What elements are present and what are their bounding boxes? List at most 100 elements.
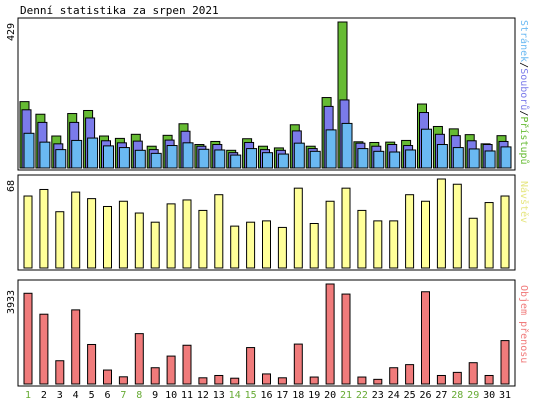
bar-objem-17	[277, 377, 287, 385]
bar-navstev-30	[484, 202, 494, 269]
bar-objem-8	[134, 333, 144, 385]
bar-objem-19	[309, 376, 319, 385]
bar-stranek-13	[214, 149, 226, 169]
x-tick-label-18: 18	[292, 390, 304, 401]
bar-objem-12	[198, 377, 208, 385]
bar-stranek-11	[182, 142, 194, 169]
bar-stranek-5	[87, 137, 99, 169]
legend-pristupu: Přístupů	[518, 116, 529, 165]
bar-objem-24	[389, 367, 399, 385]
bar-navstev-11	[182, 199, 192, 269]
x-tick-label-25: 25	[404, 390, 416, 401]
bar-navstev-16	[262, 220, 271, 269]
bar-stranek-4	[71, 139, 83, 169]
bar-stranek-31	[500, 146, 512, 169]
x-tick-label-26: 26	[419, 390, 431, 401]
chart-title: Denní statistika za srpen 2021	[20, 4, 219, 17]
bar-navstev-7	[118, 200, 128, 269]
bar-objem-29	[468, 362, 478, 385]
bar-objem-30	[484, 374, 494, 385]
bar-objem-15	[246, 347, 256, 385]
x-tick-label-11: 11	[181, 390, 193, 401]
x-axis-labels: 1 2 3 4 5 6 7 8 9 10 11 12 13 14 15 16 17 18 19 20 21 22 23 24 2…	[25, 390, 511, 401]
bar-objem-11	[182, 344, 192, 385]
x-tick-label-1: 1	[25, 390, 31, 401]
bar-navstev-5	[87, 198, 97, 269]
x-tick-label-15: 15	[245, 390, 257, 401]
x-tick-label-24: 24	[388, 390, 400, 401]
bar-navstev-24	[389, 220, 399, 269]
x-tick-label-6: 6	[104, 390, 110, 401]
legend-souboru: Souborů	[518, 68, 529, 111]
bar-objem-5	[87, 343, 97, 385]
x-tick-label-3: 3	[57, 390, 63, 401]
x-tick-label-22: 22	[356, 390, 368, 401]
bar-objem-31	[500, 340, 510, 385]
bar-stranek-12	[198, 148, 210, 169]
bar-navstev-18	[293, 187, 303, 269]
bar-navstev-19	[309, 223, 319, 269]
bar-stranek-17	[277, 153, 289, 169]
legend-objem: Objem přenosu	[518, 285, 529, 364]
bar-stranek-14	[230, 154, 242, 169]
bar-navstev-2	[39, 188, 49, 269]
bar-objem-1	[23, 292, 33, 385]
bar-stranek-26	[421, 128, 432, 169]
x-tick-label-13: 13	[213, 390, 225, 401]
x-tick-label-14: 14	[229, 390, 241, 401]
x-tick-label-8: 8	[136, 390, 142, 401]
bar-navstev-10	[166, 203, 176, 269]
bar-stranek-30	[484, 150, 496, 169]
bar-navstev-28	[452, 183, 462, 269]
bar-navstev-17	[277, 226, 287, 269]
bar-objem-27	[436, 374, 446, 385]
bar-objem-26	[421, 291, 430, 385]
x-tick-label-17: 17	[276, 390, 288, 401]
x-tick-label-2: 2	[41, 390, 47, 401]
panel-frames	[17, 17, 516, 387]
bar-navstev-26	[421, 200, 430, 269]
bar-navstev-4	[71, 191, 81, 269]
bar-objem-9	[150, 367, 160, 385]
bar-navstev-12	[198, 209, 208, 269]
panel-frame-3	[17, 279, 516, 387]
x-tick-label-12: 12	[197, 390, 209, 401]
x-tick-label-9: 9	[152, 390, 158, 401]
x-tick-label-21: 21	[340, 390, 352, 401]
bar-objem-7	[118, 376, 128, 385]
bar-stranek-6	[103, 145, 114, 169]
bar-navstev-6	[103, 205, 112, 269]
x-tick-label-5: 5	[89, 390, 95, 401]
bar-objem-4	[71, 309, 81, 385]
top-max-label: 429	[6, 22, 17, 41]
bar-navstev-21	[341, 187, 351, 269]
x-tick-label-4: 4	[73, 390, 79, 401]
bar-navstev-29	[468, 217, 478, 269]
bar-stranek-27	[436, 144, 448, 169]
bar-navstev-27	[436, 178, 446, 269]
bar-stranek-2	[39, 141, 51, 169]
x-tick-label-28: 28	[451, 390, 463, 401]
bar-stranek-20	[325, 129, 337, 169]
bar-navstev-14	[230, 225, 240, 269]
bottom-right-legend: Objem přenosu	[518, 285, 529, 363]
bar-stranek-8	[134, 149, 146, 169]
bar-objem-23	[373, 378, 383, 385]
top-right-legend: Stránek/Souborů/Přístupů	[518, 20, 529, 165]
bar-objem-25	[405, 364, 415, 385]
bar-objem-22	[357, 376, 367, 385]
bar-navstev-1	[23, 195, 33, 269]
bar-stranek-16	[262, 152, 273, 169]
bar-stranek-1	[23, 132, 35, 169]
bar-stranek-15	[246, 148, 258, 169]
bottom-max-label: 3933	[6, 289, 17, 314]
bar-objem-6	[103, 369, 112, 385]
bar-objem-20	[325, 283, 335, 385]
bar-navstev-9	[150, 221, 160, 269]
bar-objem-16	[262, 373, 271, 385]
x-tick-label-29: 29	[467, 390, 479, 401]
bar-stranek-24	[389, 151, 401, 169]
bar-navstev-15	[246, 221, 256, 269]
bar-navstev-3	[55, 211, 65, 269]
bar-stranek-18	[293, 142, 305, 169]
